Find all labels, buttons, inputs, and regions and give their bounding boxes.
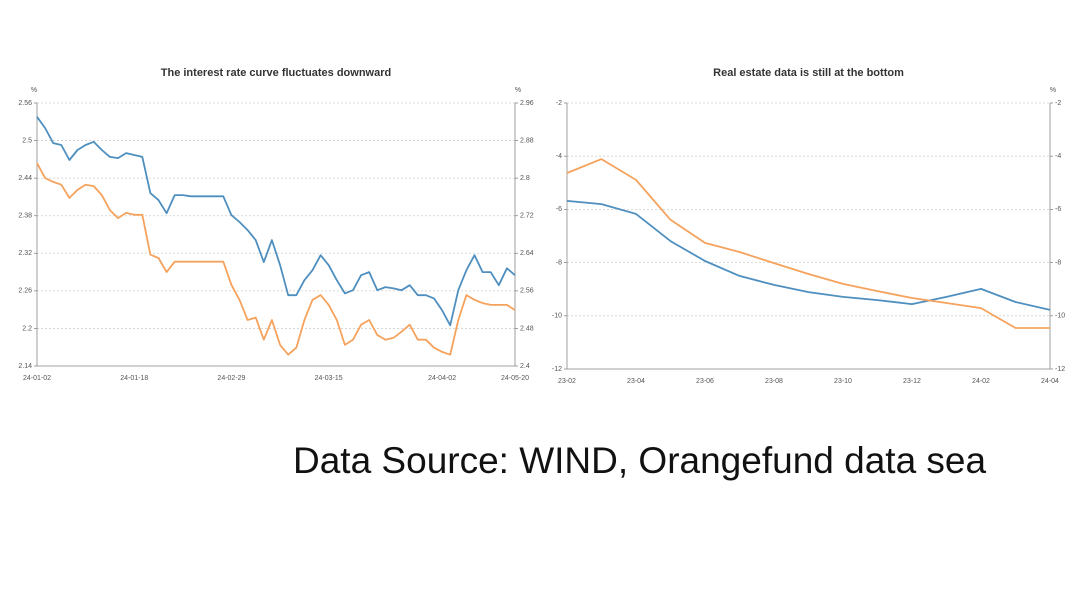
x-tick-label: 23-10: [834, 378, 852, 385]
y-tick-label: 2.5: [22, 137, 32, 144]
chart-title: Real estate data is still at the bottom: [713, 67, 904, 79]
y2-axis-label: %: [515, 87, 521, 94]
x-tick-label: 24-04: [1041, 378, 1059, 385]
chart-title: The interest rate curve fluctuates downw…: [161, 67, 391, 79]
y2-tick-label: 2.64: [520, 250, 534, 257]
y-tick-label: 2.32: [18, 250, 32, 257]
y2-axis-label: %: [1050, 87, 1056, 94]
y2-tick-label: 2.48: [520, 325, 534, 332]
y-tick-label: 2.26: [18, 288, 32, 295]
y2-tick-label: -2: [1055, 100, 1061, 107]
y-tick-label: -10: [552, 313, 562, 320]
y2-tick-label: -4: [1055, 153, 1061, 160]
y-tick-label: -2: [556, 100, 562, 107]
y-tick-label: 2.2: [22, 325, 32, 332]
y-tick-label: 2.44: [18, 175, 32, 182]
x-tick-label: 24-05-20: [501, 375, 529, 382]
x-tick-label: 24-02: [972, 378, 990, 385]
x-tick-label: 23-08: [765, 378, 783, 385]
x-tick-label: 24-04-02: [428, 375, 456, 382]
y2-tick-label: 2.8: [520, 175, 530, 182]
x-tick-label: 24-03-15: [315, 375, 343, 382]
x-tick-label: 24-01-02: [23, 375, 51, 382]
series-line: [36, 116, 516, 327]
data-source: Data Source: WIND, Orangefund data sea: [293, 440, 987, 481]
x-tick-label: 23-12: [903, 378, 921, 385]
y-tick-label: -6: [556, 206, 562, 213]
y2-tick-label: 2.72: [520, 213, 534, 220]
series-line: [36, 162, 516, 356]
y2-tick-label: 2.88: [520, 137, 534, 144]
y2-tick-label: -12: [1055, 366, 1065, 373]
y-tick-label: 2.14: [18, 363, 32, 370]
y2-tick-label: -8: [1055, 259, 1061, 266]
y2-tick-label: -6: [1055, 206, 1061, 213]
series-line: [566, 158, 1050, 329]
y-tick-label: -12: [552, 366, 562, 373]
y-tick-label: -8: [556, 259, 562, 266]
y2-tick-label: 2.56: [520, 288, 534, 295]
y-tick-label: -4: [556, 153, 562, 160]
y2-tick-label: -10: [1055, 313, 1065, 320]
y-tick-label: 2.38: [18, 213, 32, 220]
y-tick-label: 2.56: [18, 100, 32, 107]
series-line: [566, 200, 1051, 311]
x-tick-label: 23-04: [627, 378, 645, 385]
y-axis-label: %: [31, 87, 37, 94]
x-tick-label: 24-02-29: [217, 375, 245, 382]
y2-tick-label: 2.4: [520, 363, 530, 370]
x-tick-label: 23-02: [558, 378, 576, 385]
x-tick-label: 24-01-18: [120, 375, 148, 382]
x-tick-label: 23-06: [696, 378, 714, 385]
y2-tick-label: 2.96: [520, 100, 534, 107]
